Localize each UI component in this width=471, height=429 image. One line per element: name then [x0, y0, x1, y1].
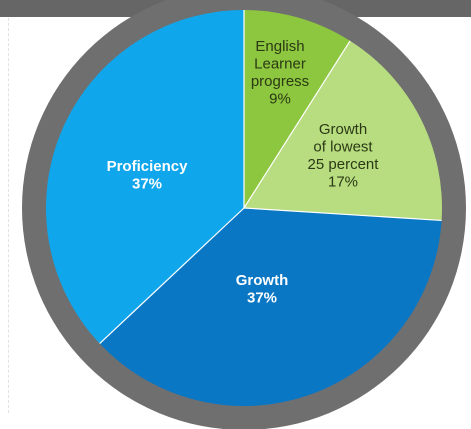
pie-labels: English Learner progress 9%Growth of lowest 2…: [107, 38, 380, 307]
pie-separator-1: [243, 40, 351, 209]
pie-separator-2: [243, 207, 442, 222]
pie-slice-label-3: Proficiency 37%: [107, 158, 189, 193]
pie-slice-label-line: Learner: [254, 56, 306, 73]
pie-slice-label-line: Growth: [319, 121, 367, 138]
pie-slice-label-1: Growth of lowest 25 percent 17%: [308, 121, 380, 191]
pie-slices: [45, 9, 443, 407]
pie-slice-label-line: 37%: [132, 176, 162, 193]
pie-slice-label-0: English Learner progress 9%: [251, 38, 309, 108]
pie-slice-label-2: Growth 37%: [236, 272, 289, 307]
pie-slice-3: [45, 9, 245, 344]
pie-slice-label-line: of lowest: [313, 139, 373, 156]
pie-slice-0: [244, 10, 351, 208]
pie-slice-label-line: Growth: [236, 272, 289, 289]
pie-separator-3: [99, 207, 245, 344]
pie-slice-label-line: 17%: [328, 174, 358, 191]
pie-slice-label-line: 9%: [269, 91, 291, 108]
pie-slice-2: [99, 208, 442, 407]
pie-slice-label-line: 25 percent: [308, 156, 380, 173]
left-margin-strip: [0, 18, 9, 413]
pie-slice-label-line: English: [255, 38, 304, 55]
pie-slice-1: [244, 40, 443, 221]
pie-slice-label-line: 37%: [247, 290, 277, 307]
pie-slice-label-line: Proficiency: [107, 158, 189, 175]
pie-slice-label-line: progress: [251, 73, 309, 90]
